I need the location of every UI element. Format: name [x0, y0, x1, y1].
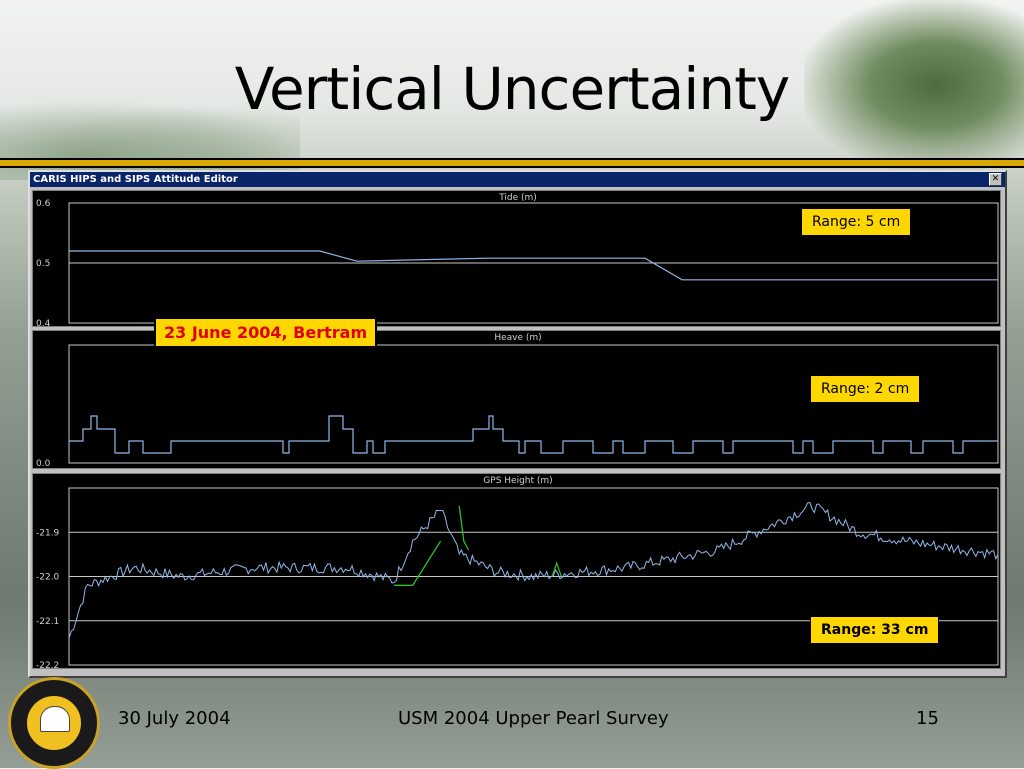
y-tick-label: 0.5 [36, 259, 50, 269]
tide-plot: Tide (m) 0.6 0.5 0.4 [36, 193, 999, 326]
gps-interpolated-segment [394, 540, 442, 586]
y-tick-label: 0.4 [36, 319, 51, 326]
window-titlebar[interactable]: CARIS HIPS and SIPS Attitude Editor ✕ [30, 172, 1005, 187]
close-icon[interactable]: ✕ [989, 173, 1002, 186]
attitude-editor-window[interactable]: CARIS HIPS and SIPS Attitude Editor ✕ Ti… [28, 170, 1007, 678]
y-tick-label: -21.9 [36, 528, 60, 538]
gps-range-label: Range: 33 cm [810, 616, 940, 644]
panel-label: Heave (m) [494, 333, 541, 343]
heave-trace [69, 415, 998, 454]
panel-label: Tide (m) [498, 193, 537, 203]
tide-range-label: Range: 5 cm [801, 208, 912, 236]
panel-label: GPS Height (m) [483, 476, 552, 486]
y-tick-label: 0.6 [36, 199, 51, 209]
heave-panel[interactable]: Heave (m) 0.0 [32, 330, 1001, 469]
dome-icon [40, 706, 70, 732]
seal-center [25, 694, 83, 752]
survey-date-annotation: 23 June 2004, Bertram [154, 317, 378, 348]
footer-title: USM 2004 Upper Pearl Survey [398, 708, 669, 729]
y-tick-label: -22.0 [36, 573, 60, 583]
plot-frame [68, 344, 999, 464]
page-number: 15 [916, 708, 939, 729]
gold-rule [0, 158, 1024, 168]
gps-interpolated-segment [458, 505, 470, 551]
gps-height-trace [68, 502, 999, 639]
tide-trace [69, 250, 998, 281]
footer-date: 30 July 2004 [118, 708, 231, 729]
university-seal-logo [8, 677, 100, 769]
slide-title: Vertical Uncertainty [234, 55, 790, 123]
heave-range-label: Range: 2 cm [810, 375, 921, 403]
heave-plot: Heave (m) 0.0 [36, 333, 999, 468]
gps-interpolated-segment [551, 561, 562, 577]
y-tick-label: -22.1 [36, 617, 59, 627]
y-tick-label: -22.2 [36, 661, 59, 668]
y-tick-label: 0.0 [36, 459, 51, 468]
window-title: CARIS HIPS and SIPS Attitude Editor [33, 174, 238, 185]
background-trees-right [804, 0, 1024, 170]
